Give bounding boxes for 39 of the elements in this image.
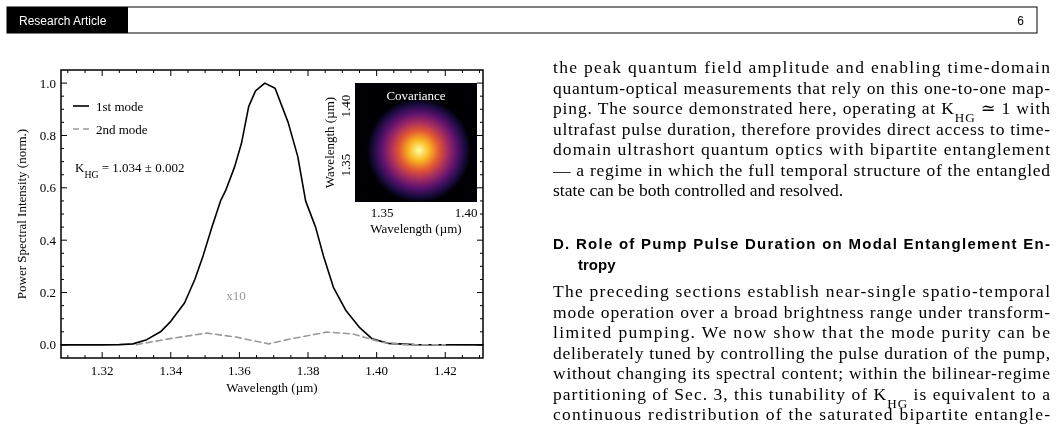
text: Wavelength (µm) [322, 96, 337, 189]
text: The preceding sections establish near-single spatio-temporal [553, 281, 1051, 301]
annotation: K$_{HG}$ = 1.034 ± 0.002 [75, 160, 185, 180]
legend-label: 1st mode [96, 98, 144, 114]
text: Wavelength (µm) [370, 221, 462, 236]
y-tick-label: 0.0 [39, 337, 56, 353]
x-tick-label: 1.32 [90, 363, 114, 378]
annotation: 1.35 [338, 153, 353, 177]
text: limited pumping. We now show that the mode purity can be [553, 322, 1051, 342]
line-series [135, 331, 447, 346]
text: deliberately tuned by controlling the pulse duration of the pump, [553, 342, 1050, 363]
x-tick-label: 1.34 [159, 363, 183, 378]
text: Covariance [386, 88, 446, 103]
annotation: x10 [226, 288, 246, 303]
x-tick-label: 1.36 [228, 363, 252, 378]
text: quantum-optical measurements that rely on this one-to-one map- [553, 77, 1051, 98]
text: 6 [1017, 14, 1025, 28]
x-tick-label: 1.38 [296, 363, 320, 378]
y-tick-label: 1.0 [39, 75, 56, 91]
y-tick-label: 0.8 [39, 127, 56, 143]
annotation: 1.40 [338, 94, 353, 118]
text: without changing its spectral content; within the bilinear-regime [553, 363, 1051, 383]
text: domain ultrashort quantum optics with bipartite entanglement [553, 139, 1051, 159]
annotation: 1.40 [454, 205, 478, 220]
y-tick-label: 0.4 [39, 232, 57, 248]
text: — a regime in which the full temporal structure of the entangled [552, 159, 1051, 180]
x-tick-label: 1.40 [365, 363, 389, 378]
y-tick-label: 0.6 [39, 180, 57, 196]
y-axis-title: Power Spectral Intensity (norm.) [14, 128, 29, 300]
annotation: 1.35 [370, 205, 394, 220]
text: mode operation over a broad brightness range under transform- [553, 301, 1051, 322]
x-axis-title: Wavelength (µm) [226, 380, 318, 395]
legend-label: 2nd mode [96, 121, 148, 137]
text: Research Article [19, 14, 107, 28]
text: the peak quantum field amplitude and enabling time-domain [553, 57, 1051, 77]
text: D. Role of Pump Pulse Duration on Modal Entanglement En- tropy [553, 235, 1050, 273]
y-tick-label: 0.2 [39, 285, 56, 301]
text: state can be both controlled and resolved. [553, 180, 844, 200]
x-tick-label: 1.42 [433, 363, 457, 378]
